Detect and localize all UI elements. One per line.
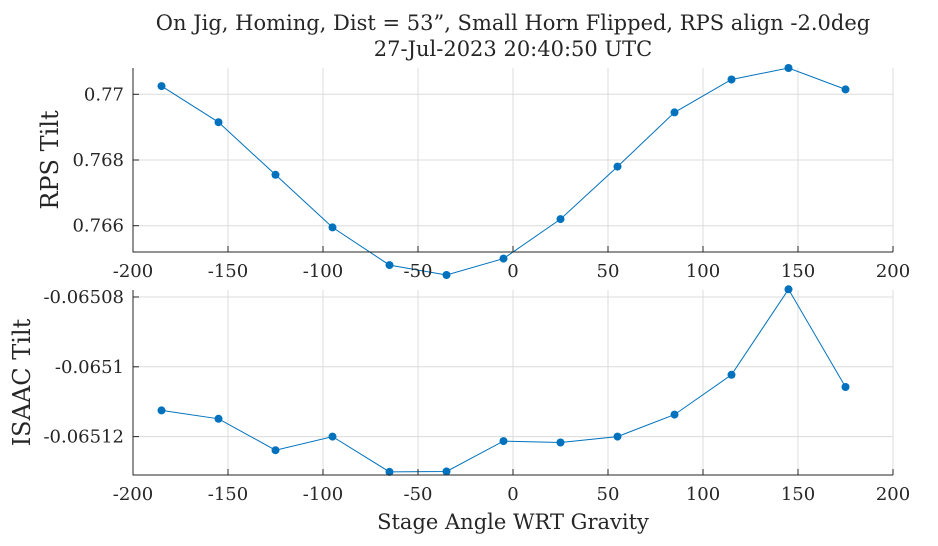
isaac-tilt-xtick-label: 200: [876, 484, 910, 505]
isaac-tilt-data-point: [271, 446, 280, 455]
rps-tilt-xtick-label: 200: [876, 261, 910, 282]
rps-tilt-plot: -200 -150 -100 -50 0 50 100 150 200 0.766 0.768 0.…: [36, 64, 910, 282]
rps-tilt-ytick-label: 0.77: [84, 84, 124, 105]
isaac-tilt-data-point: [442, 467, 451, 476]
isaac-tilt-data-point: [670, 410, 679, 419]
rps-tilt-data-point: [271, 170, 280, 179]
isaac-tilt-ytick-label: -0.06512: [43, 427, 124, 448]
rps-tilt-ytick-label: 0.766: [72, 216, 124, 237]
chart-title: On Jig, Homing, Dist = 53”, Small Horn F…: [156, 11, 870, 35]
rps-tilt-data-point: [499, 254, 508, 263]
isaac-tilt-data-point: [385, 467, 394, 476]
isaac-tilt-data-point: [841, 383, 850, 391]
rps-tilt-data-point: [442, 271, 451, 279]
rps-tilt-data-point: [613, 162, 622, 171]
x-axis-label: Stage Angle WRT Gravity: [377, 510, 649, 534]
rps-tilt-xtick-label: -200: [113, 261, 153, 282]
isaac-tilt-data-point: [157, 406, 166, 415]
rps-tilt-data-point: [727, 75, 736, 84]
rps-tilt-data-point: [385, 261, 394, 270]
isaac-tilt-data-point: [328, 432, 337, 441]
rps-tilt-data-point: [670, 108, 679, 117]
isaac-tilt-xtick-label: 50: [597, 484, 620, 505]
rps-tilt-ytick-label: 0.768: [72, 150, 124, 171]
rps-tilt-xtick-label: 100: [686, 261, 720, 282]
isaac-tilt-xtick-label: -200: [113, 484, 153, 505]
isaac-tilt-ylabel: ISAAC Tilt: [8, 318, 36, 446]
rps-tilt-data-point: [841, 85, 850, 94]
rps-tilt-data-point: [214, 118, 223, 127]
isaac-tilt-xtick-label: 100: [686, 484, 720, 505]
isaac-tilt-data-point: [214, 414, 223, 423]
isaac-tilt-xtick-label: 150: [781, 484, 815, 505]
rps-tilt-data-point: [784, 64, 793, 72]
isaac-tilt-ytick-label: -0.0651: [55, 357, 124, 378]
isaac-tilt-xtick-label: -150: [208, 484, 248, 505]
rps-tilt-data-point: [556, 215, 565, 224]
isaac-tilt-data-point: [499, 437, 508, 446]
isaac-tilt-data-point: [613, 432, 622, 441]
isaac-tilt-plot: -200 -150 -100 -50 0 50 100 150 200 -0.06512 -0.0…: [8, 285, 910, 505]
isaac-tilt-xtick-label: -100: [303, 484, 343, 505]
rps-tilt-xtick-label: 0: [507, 261, 518, 282]
rps-tilt-data-point: [157, 82, 166, 91]
isaac-tilt-xtick-label: -50: [404, 484, 433, 505]
rps-tilt-data-point: [328, 223, 337, 232]
rps-tilt-ylabel: RPS Tilt: [36, 110, 64, 210]
chart-subtitle: 27-Jul-2023 20:40:50 UTC: [374, 37, 652, 61]
isaac-tilt-data-point: [556, 438, 565, 447]
isaac-tilt-xtick-label: 0: [507, 484, 518, 505]
rps-tilt-xtick-label: -50: [404, 261, 433, 282]
isaac-tilt-ytick-label: -0.06508: [43, 287, 124, 308]
isaac-tilt-data-point: [727, 370, 736, 379]
rps-tilt-xtick-label: 150: [781, 261, 815, 282]
rps-tilt-xtick-label: 50: [597, 261, 620, 282]
rps-tilt-xtick-label: -100: [303, 261, 343, 282]
rps-tilt-xtick-label: -150: [208, 261, 248, 282]
isaac-tilt-data-point: [784, 285, 793, 294]
